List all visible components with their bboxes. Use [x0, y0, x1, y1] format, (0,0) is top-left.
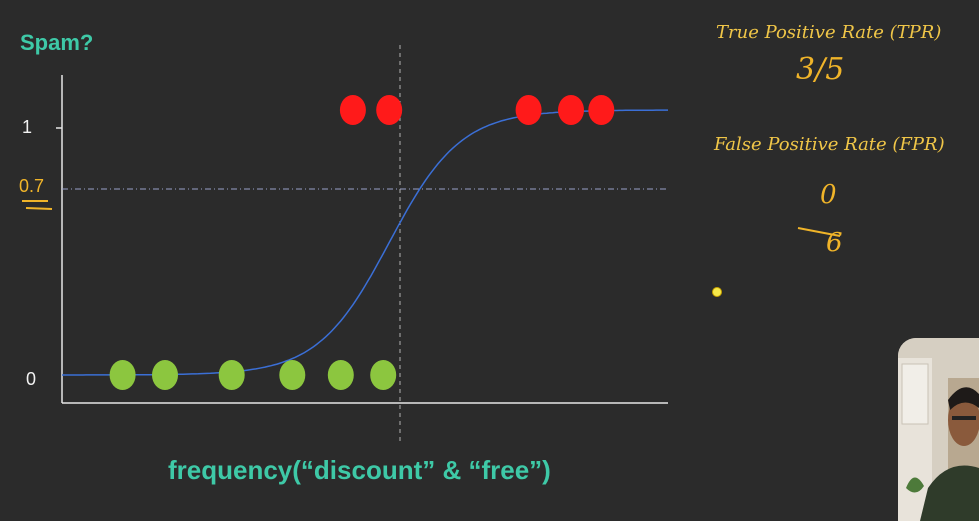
chart-title: Spam? [20, 30, 94, 55]
tpr-value: 3/5 [796, 52, 845, 87]
not-spam-point [327, 360, 354, 390]
presenter-webcam [898, 338, 979, 521]
tpr-title: True Positive Rate (TPR) [716, 22, 942, 43]
not-spam-point [279, 360, 306, 390]
spam-point [376, 95, 403, 125]
not-spam-point [152, 360, 178, 390]
presenter-image [898, 338, 979, 521]
x-axis-label: frequency(“discount” & “free”) [168, 455, 551, 485]
data-points [109, 95, 615, 390]
sigmoid-curve [62, 109, 668, 376]
fpr-denominator: 6 [826, 228, 843, 258]
fpr-fraction-bar [797, 227, 841, 237]
spam-point [588, 95, 615, 125]
fpr-numerator: 0 [820, 180, 837, 210]
y-tick-0-7: 0.7 [19, 176, 45, 196]
spam-point [558, 95, 584, 125]
spam-point [339, 95, 366, 125]
not-spam-point [109, 360, 136, 390]
cursor-dot [712, 287, 722, 297]
y-tick-1: 1 [22, 117, 33, 137]
sigmoid-curve-group [62, 109, 668, 376]
not-spam-point [370, 360, 397, 390]
not-spam-point [218, 360, 245, 390]
fpr-title: False Positive Rate (FPR) [714, 134, 945, 155]
spam-point [515, 95, 542, 125]
y-tick-0: 0 [26, 369, 37, 389]
underline-0-7-b [25, 207, 53, 210]
